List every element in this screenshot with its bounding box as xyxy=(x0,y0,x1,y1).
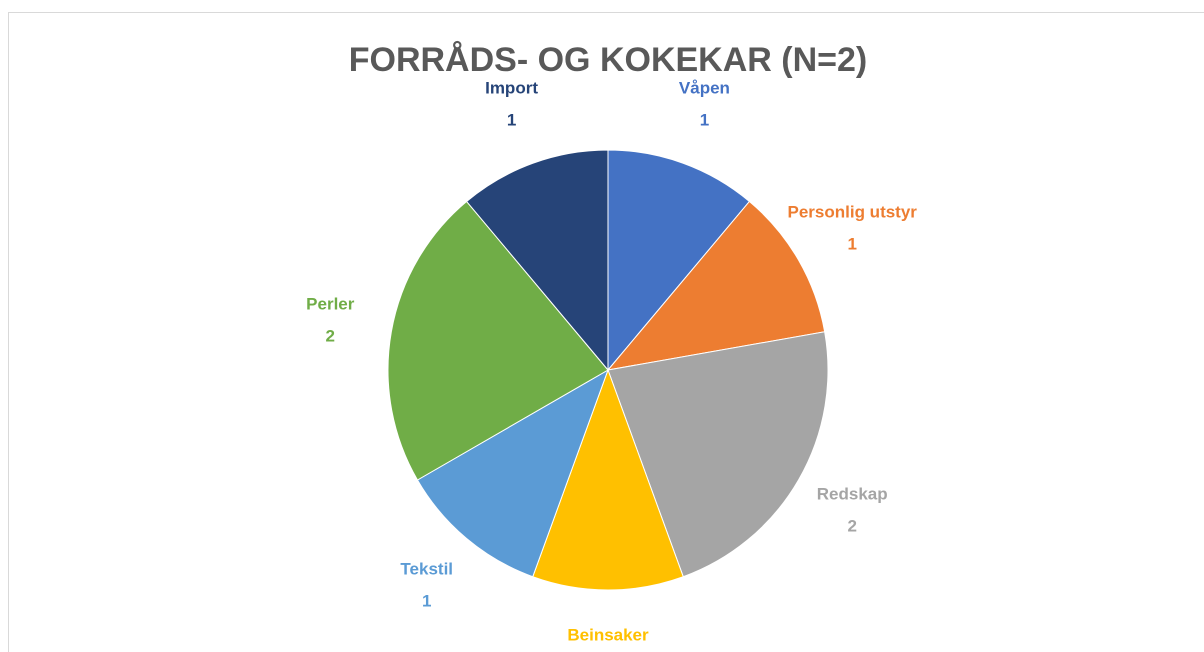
slice-label: Beinsaker xyxy=(567,625,649,644)
slice-value: 2 xyxy=(847,516,856,535)
slice-value: 1 xyxy=(422,592,431,611)
slice-label: Våpen xyxy=(679,78,730,97)
slice-value: 1 xyxy=(700,110,709,129)
slice-label: Personlig utstyr xyxy=(788,202,918,221)
pie-slice xyxy=(607,149,751,372)
slice-label: Tekstil xyxy=(400,560,453,579)
slice-label: Perler xyxy=(306,295,355,314)
pie-slice xyxy=(532,368,684,591)
slice-value: 2 xyxy=(326,327,335,346)
pie-slice xyxy=(607,331,829,578)
pie-slice xyxy=(606,200,826,371)
slice-label: Import xyxy=(485,78,538,97)
slice-label: Redskap xyxy=(817,484,888,503)
slice-value: 1 xyxy=(847,234,856,253)
slice-value: 1 xyxy=(507,110,516,129)
chart-title: FORRÅDS- OG KOKEKAR (N=2) xyxy=(349,41,868,79)
pie-slice xyxy=(416,368,609,578)
pie-slice xyxy=(465,149,609,372)
pie-slice xyxy=(387,200,609,481)
